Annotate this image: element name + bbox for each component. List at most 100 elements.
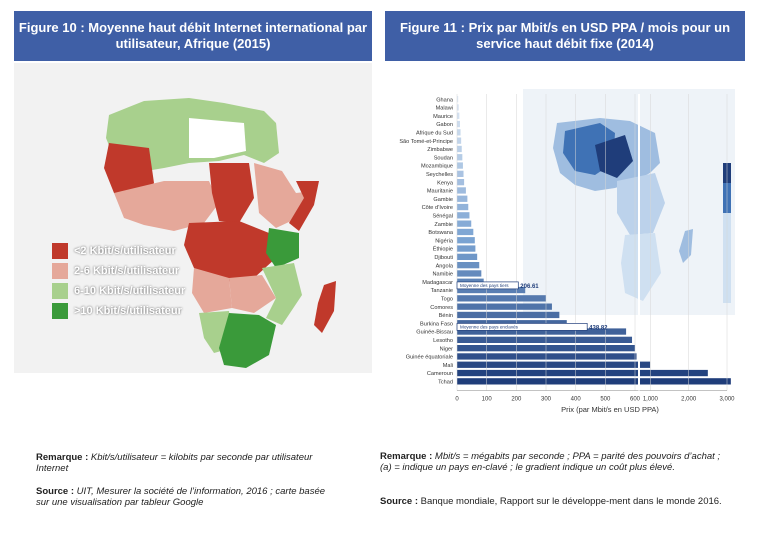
bar-26 <box>457 311 560 319</box>
legend-item-3: 6-10 Kbit/s/utilisateur <box>52 283 185 299</box>
bar-33 <box>457 369 708 377</box>
category-label-17: Nigéria <box>435 238 454 244</box>
bar-9 <box>457 170 464 177</box>
map-somalia <box>289 181 319 231</box>
bar-1 <box>457 104 459 111</box>
map-egypt <box>246 123 278 155</box>
bar-7 <box>457 154 463 161</box>
africa-map-svg <box>104 98 336 368</box>
bar-2 <box>457 112 460 119</box>
category-label-1: Malawi <box>436 106 453 112</box>
bar-28 <box>457 328 627 335</box>
x-tick-label-7: 1,000 <box>643 397 659 403</box>
reference-box-0 <box>456 281 519 290</box>
legend-swatch-4 <box>52 303 68 319</box>
category-label-20: Angola <box>436 263 454 269</box>
category-label-29: Lesotho <box>433 338 453 344</box>
bar-8 <box>457 162 463 169</box>
bar-18 <box>457 245 476 252</box>
reference-value-0: 206.61 <box>520 284 539 290</box>
legend-label-3: 6-10 Kbit/s/utilisateur <box>74 285 186 297</box>
figure11-note-label: Remarque : <box>380 451 433 462</box>
bar-34 <box>457 378 731 385</box>
bar-5 <box>457 137 462 144</box>
bar-19 <box>457 253 478 260</box>
map-southern-africa <box>219 313 276 368</box>
bar-0 <box>457 96 459 103</box>
map-angola <box>192 268 232 313</box>
bar-32 <box>457 361 651 368</box>
bar-24 <box>457 295 546 302</box>
bar-6 <box>457 145 462 153</box>
bar-31 <box>457 353 637 360</box>
legend-item-4: >10 Kbit/s/utilisateur <box>52 303 182 319</box>
legend-item-2: 2-6 Kbit/s/utilisateur <box>52 263 179 279</box>
africa-broadband-map <box>14 63 372 373</box>
category-label-23: Tanzanie <box>431 288 453 294</box>
category-label-24: Togo <box>441 297 453 303</box>
category-label-25: Comores <box>430 305 453 311</box>
figure11-source: Source : Banque mondiale, Rapport sur le… <box>380 496 730 507</box>
category-label-32: Mali <box>443 363 453 369</box>
x-tick-label-3: 300 <box>541 397 552 403</box>
category-label-6: Zimbabwe <box>427 147 453 153</box>
map-madagascar <box>314 281 336 333</box>
category-label-11: Mauritanie <box>427 189 453 195</box>
figure11-title: Figure 11 : Prix par Mbit/s en USD PPA /… <box>385 11 745 61</box>
map-zambia <box>229 275 276 313</box>
map-west-africa <box>114 181 219 231</box>
x-tick-label-6: 600 <box>630 397 641 403</box>
bar-15 <box>457 220 472 227</box>
x-tick-label-8: 2,000 <box>681 397 697 403</box>
x-axis: 0 100 200 300 400 500 600 1,000 2,000 3,000 <box>455 94 735 403</box>
bar-16 <box>457 228 474 236</box>
x-tick-label-0: 0 <box>455 397 459 403</box>
legend-item-1: <2 Kbit/s/utilisateur <box>52 243 176 259</box>
map-libya <box>189 118 246 158</box>
bar-23 <box>457 286 526 294</box>
category-label-3: Gabon <box>436 122 453 128</box>
category-label-15: Zambie <box>434 222 453 228</box>
category-label-5: São Tomé-et-Principe <box>399 139 453 145</box>
price-bar-chart: Ghana Malawi Maurice Gabon Afrique du Sud São… <box>399 89 735 414</box>
category-label-33: Cameroun <box>427 371 453 377</box>
category-label-31: Guinée équatoriale <box>406 355 453 361</box>
category-label-0: Ghana <box>436 97 454 103</box>
reference-label-1: Moyenne des pays enclavés <box>460 325 519 330</box>
reference-lines: Moyenne des pays tiers 206.61 Moyenne des … <box>456 94 640 391</box>
category-label-10: Kenya <box>437 180 454 186</box>
category-label-28: Guinée-Bissau <box>416 330 453 336</box>
legend-swatch-1 <box>52 243 68 259</box>
category-label-18: Éthiopie <box>433 246 453 253</box>
category-label-2: Maurice <box>433 114 453 120</box>
figure11-note: Remarque : Mbit/s = mégabits par seconde… <box>380 451 730 473</box>
x-tick-label-9: 3,000 <box>719 397 735 403</box>
bar-21 <box>457 270 482 277</box>
legend-swatch-2 <box>52 263 68 279</box>
category-label-30: Niger <box>440 346 454 352</box>
bar-14 <box>457 212 470 219</box>
category-label-4: Afrique du Sud <box>416 131 453 137</box>
bar-20 <box>457 262 480 269</box>
map-sahel <box>209 163 254 223</box>
category-label-14: Sénégal <box>432 214 453 220</box>
reference-label-0: Moyenne des pays tiers <box>460 283 509 288</box>
x-tick-label-1: 100 <box>482 397 493 403</box>
price-chart: Ghana Malawi Maurice Gabon Afrique du Sud São… <box>385 63 745 423</box>
legend-label-4: >10 Kbit/s/utilisateur <box>74 305 182 317</box>
reference-value-1: 438.82 <box>589 325 608 331</box>
category-label-9: Seychelles <box>426 172 453 178</box>
figure10-title: Figure 10 : Moyenne haut débit Internet … <box>14 11 372 61</box>
x-tick-label-2: 200 <box>511 397 522 403</box>
category-label-13: Côte d’Ivoire <box>422 205 453 211</box>
reference-box-1 <box>456 323 588 331</box>
category-label-7: Soudan <box>434 155 453 161</box>
bar-4 <box>457 129 461 136</box>
category-label-12: Gambie <box>433 197 453 203</box>
figure10-source-text: UIT, Mesurer la société de l’information… <box>36 486 326 508</box>
map-central-africa <box>184 221 276 283</box>
bar-25 <box>457 303 552 310</box>
category-label-26: Bénin <box>439 313 453 319</box>
bars-group <box>457 96 731 385</box>
map-mozambique <box>262 263 302 325</box>
